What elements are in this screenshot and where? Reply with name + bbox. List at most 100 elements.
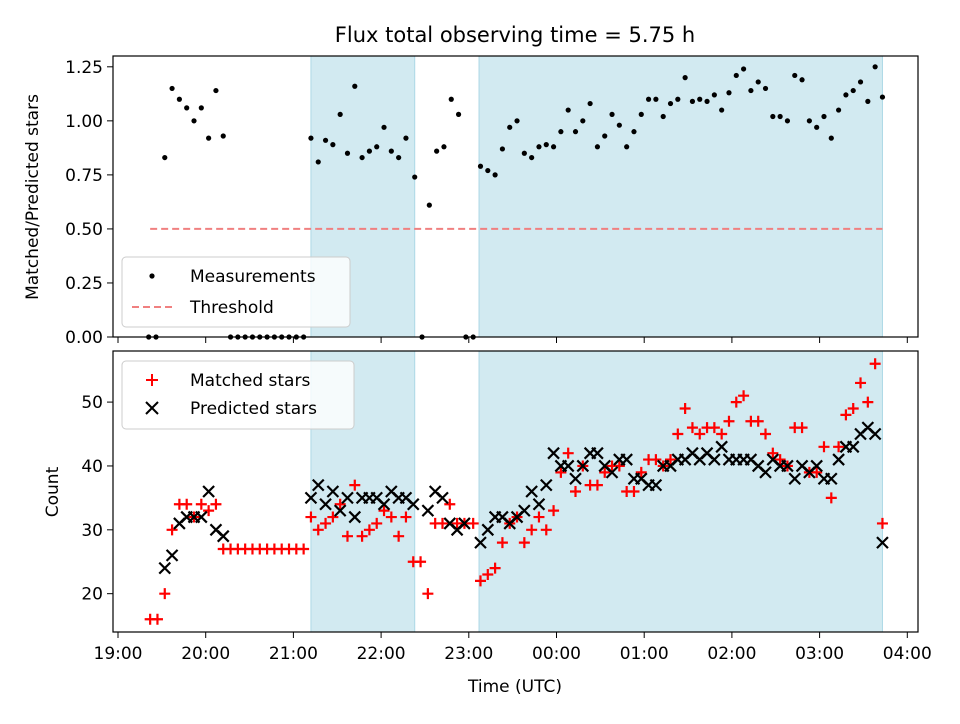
measurement-point-60 [587,100,593,107]
matched-star-point-5 [181,498,193,510]
matched-star-point-56 [555,466,567,478]
predicted-star-point-48 [605,466,619,479]
predicted-star-point-31 [481,523,495,537]
chart-title: Flux total observing time = 5.75 h [335,23,695,47]
matched-star-point-54 [540,524,552,536]
legend-predicted-label: Predicted stars [190,399,317,419]
measurement-point-62 [602,133,608,139]
matched-star-point-32 [378,505,390,517]
matched-star-point-7 [195,498,207,510]
measurement-point-92 [821,113,827,120]
bottom-legend: Matched stars Predicted stars [121,360,355,430]
legend-measurements-marker [149,273,155,279]
predicted-star-point-39 [539,478,553,492]
bottom-shaded-region-1 [478,350,883,633]
top-shaded-region-1 [478,55,883,338]
matched-star-point-98 [862,396,874,408]
top-x-ticks [117,337,908,343]
matched-star-point-9 [210,498,222,510]
predicted-star-point-0 [158,561,172,575]
predicted-star-point-9 [304,491,318,505]
matched-star-point-46 [482,569,494,581]
predicted-star-point-40 [547,446,560,460]
matched-star-point-41 [444,498,456,510]
measurement-point-41 [448,96,454,102]
measurement-point-8 [206,135,212,141]
measurement-point-42 [455,111,462,117]
matched-star-point-84 [760,428,772,440]
bottom-legend-box [121,360,355,430]
predicted-star-point-24 [421,504,435,517]
matched-star-point-26 [334,498,346,510]
matched-star-point-34 [393,530,405,542]
measurement-point-96 [850,87,856,94]
measurement-point-6 [191,118,197,124]
legend-matched-label: Matched stars [190,371,310,391]
matched-star-point-40 [436,517,448,529]
measurement-point-79 [726,90,732,96]
bottom-y-axis-label: Count [43,466,63,517]
predicted-star-point-12 [326,485,340,498]
predicted-star-point-81 [846,440,860,454]
matched-star-point-8 [203,505,215,517]
predicted-star-point-14 [341,491,354,505]
measurement-point-67 [638,111,644,117]
predicted-star-point-50 [620,453,633,466]
x-tick-label-0: 19:00 [94,644,143,664]
top-y-axis-label: Matched/Predicted stars [23,94,43,300]
measurement-point-88 [792,72,798,79]
measurement-point-9 [213,87,219,94]
bottom-y-tick-label-3: 50 [81,393,103,413]
predicted-star-point-15 [348,510,362,524]
matched-star-point-95 [840,409,852,421]
measurement-point-30 [366,148,373,154]
matched-star-point-38 [422,588,434,600]
matched-star-point-67 [635,466,647,478]
matched-star-point-66 [628,486,640,497]
matched-star-point-1 [151,613,163,625]
matched-star-point-64 [613,460,625,472]
matched-star-point-75 [694,428,706,440]
measurement-point-58 [572,129,579,135]
matched-star-point-73 [679,402,691,414]
measurement-point-86 [777,113,783,120]
x-tick-label-8: 03:00 [795,644,844,664]
measurement-point-95 [843,92,849,98]
top-y-tick-label-4: 1.00 [65,112,103,132]
matched-star-point-85 [767,447,779,459]
measurement-point-68 [645,96,652,102]
measurement-point-91 [814,124,820,130]
predicted-star-point-26 [436,491,449,505]
matched-star-point-53 [533,511,545,523]
matched-star-point-48 [496,537,508,549]
matched-star-point-100 [876,517,888,529]
measurement-point-45 [477,163,484,169]
measurement-point-59 [580,118,586,124]
matched-star-point-72 [672,428,684,440]
bottom-y-tick-label-0: 20 [81,585,103,605]
measurement-point-22 [308,135,314,141]
matched-star-point-61 [591,479,603,491]
predicted-star-point-1 [165,549,179,562]
measurement-point-55 [550,144,557,150]
predicted-star-point-30 [474,536,487,549]
measurement-point-25 [330,142,336,148]
matched-star-point-91 [811,466,823,478]
matched-stars-points [144,358,888,625]
measurement-point-93 [828,135,834,141]
matched-star-point-74 [686,422,698,434]
matched-star-point-94 [833,441,845,453]
matched-star-point-57 [562,447,574,459]
matched-star-point-24 [320,517,332,529]
bottom-y-tick-label-1: 30 [81,521,103,541]
matched-star-point-79 [723,415,735,427]
predicted-star-point-37 [525,485,538,498]
predicted-star-point-29 [458,517,471,530]
measurement-point-99 [872,64,878,70]
measurement-point-69 [653,96,659,102]
predicted-star-point-44 [576,459,590,473]
predicted-star-point-76 [810,459,823,473]
matched-star-point-47 [489,562,501,574]
predicted-star-point-43 [569,472,582,486]
matched-star-point-33 [385,511,397,523]
